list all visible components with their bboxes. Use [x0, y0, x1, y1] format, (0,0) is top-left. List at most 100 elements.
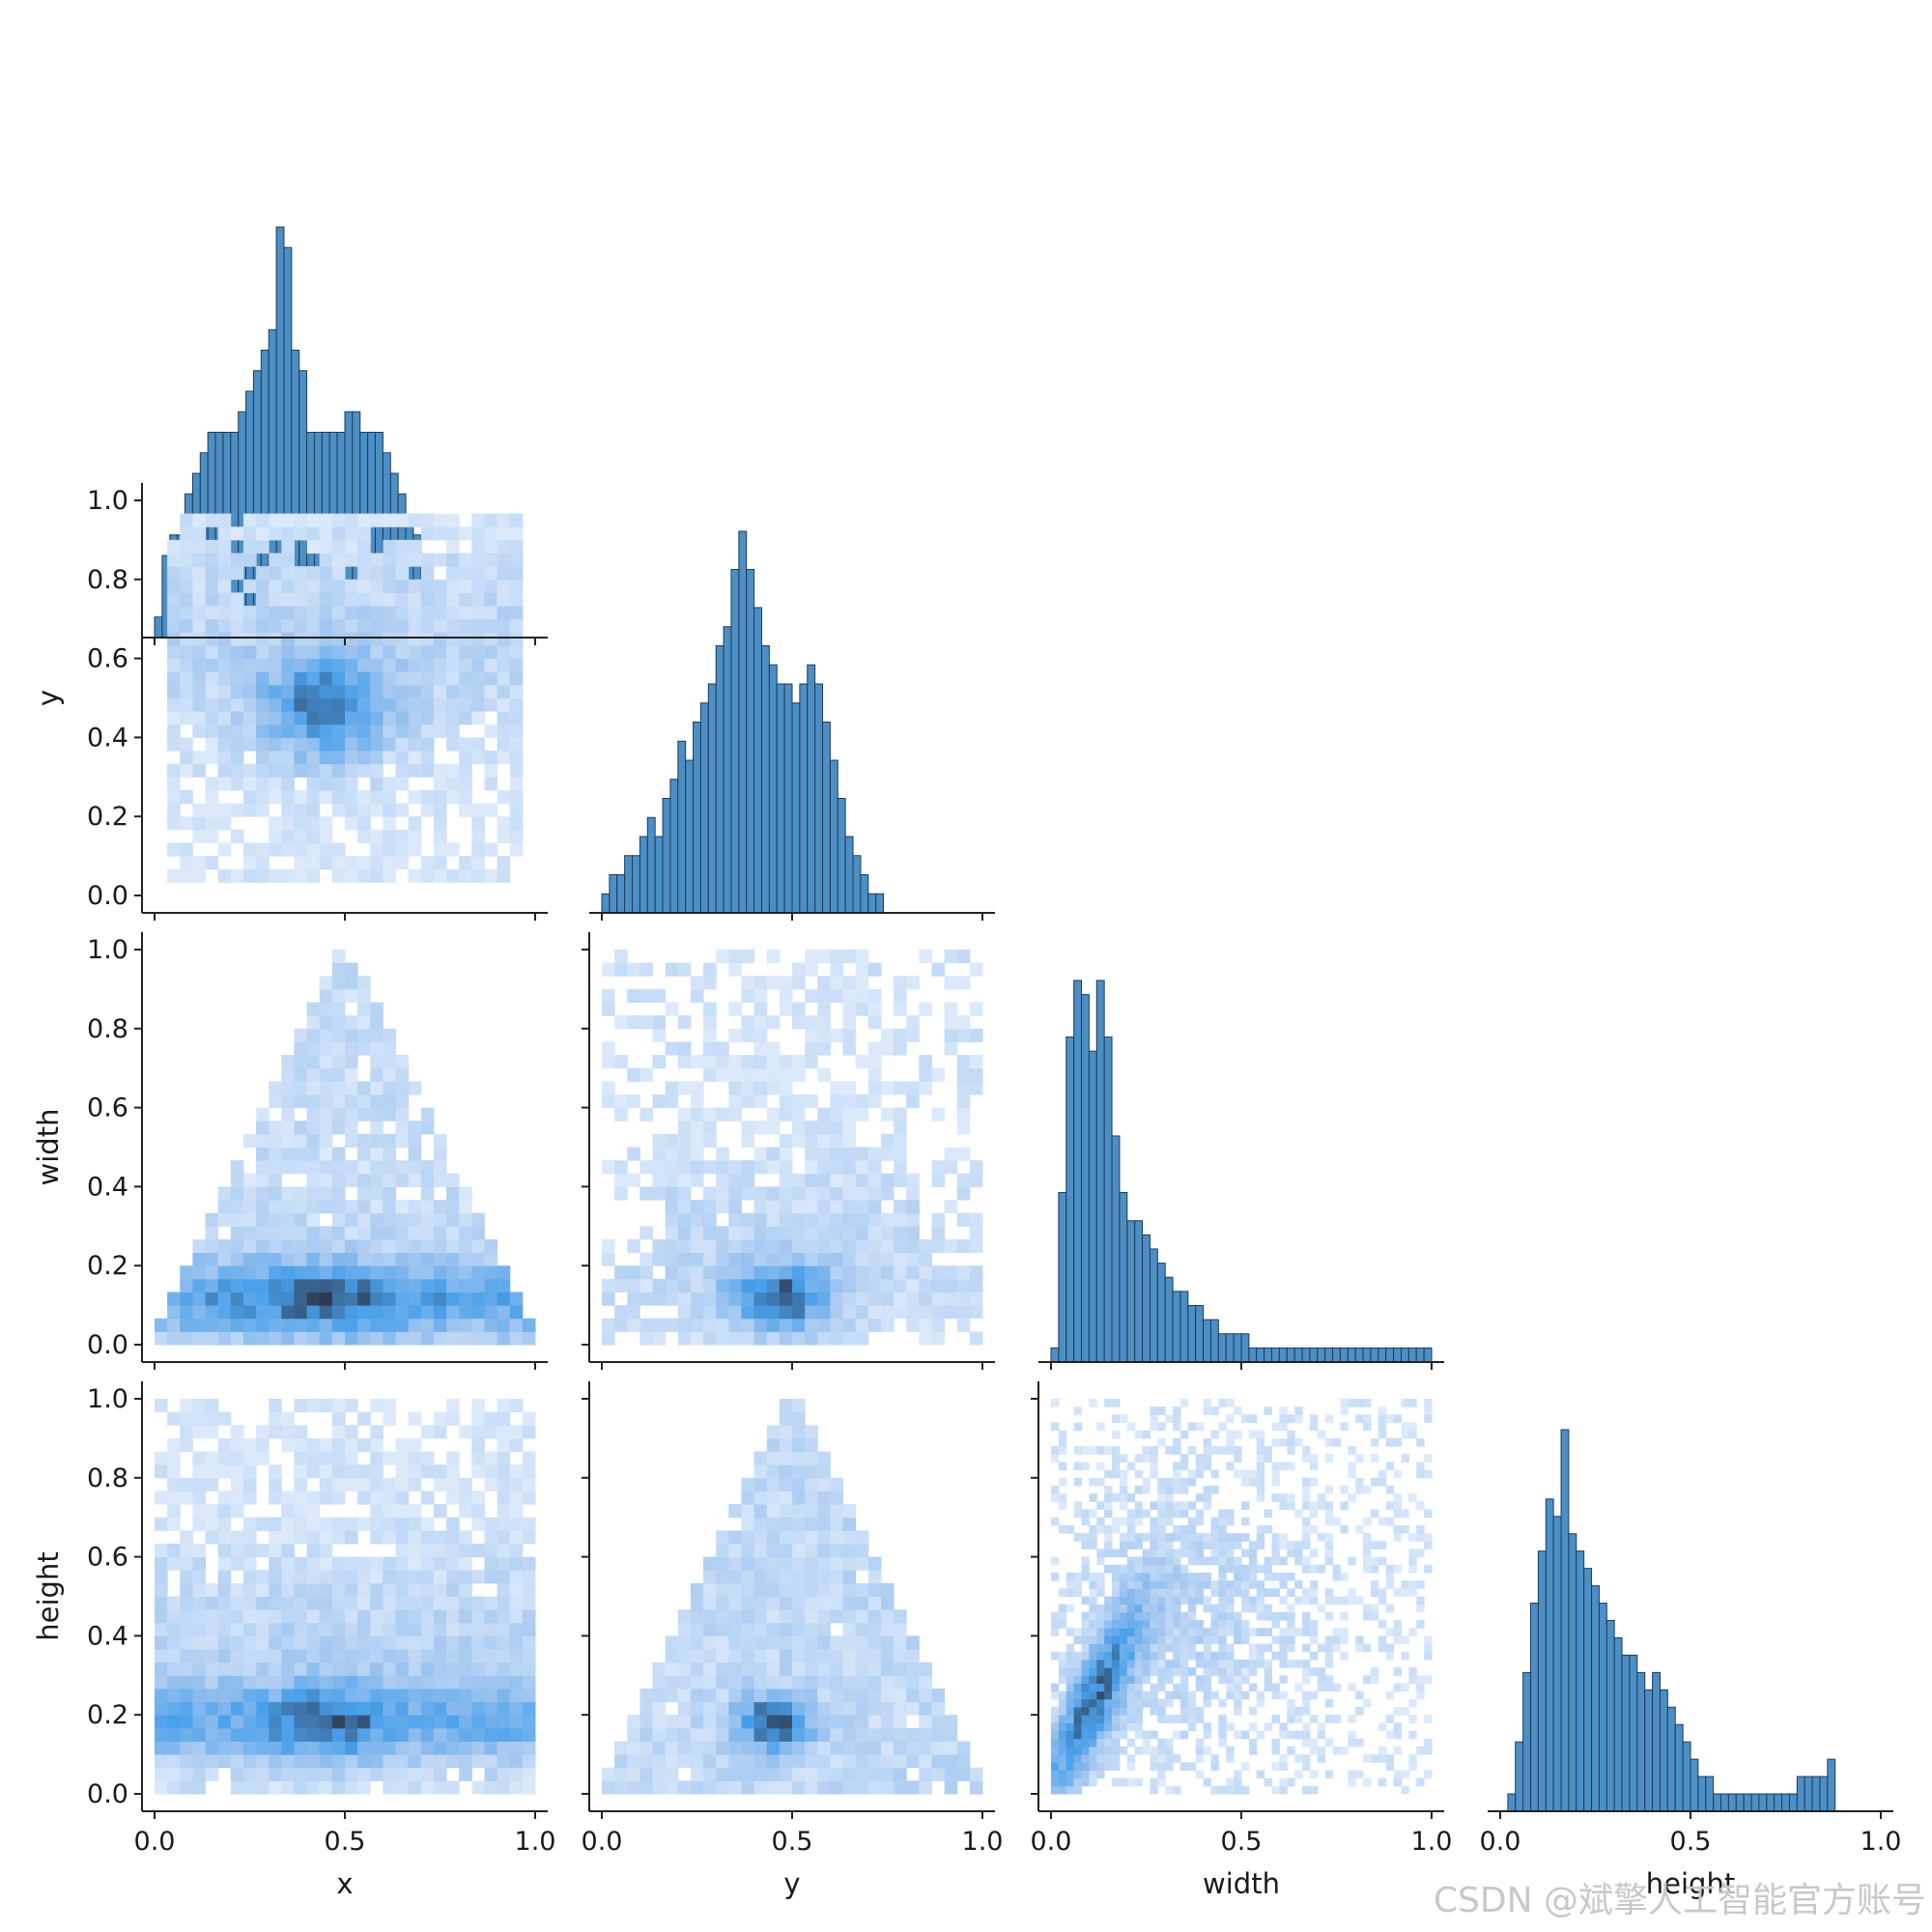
- heat-cell: [331, 1491, 346, 1505]
- heat-cell: [294, 1622, 308, 1636]
- heat-cell: [1264, 1604, 1273, 1613]
- heat-cell: [1340, 1635, 1349, 1645]
- heat-cell: [420, 1331, 435, 1346]
- heat-cell: [1355, 1770, 1364, 1779]
- heat-cell: [395, 1437, 410, 1453]
- heat-cell: [1058, 1698, 1067, 1708]
- heat-cell: [792, 1331, 806, 1346]
- heat-cell: [446, 539, 460, 554]
- heat-cell: [1203, 1777, 1211, 1787]
- heat-cell: [1203, 1462, 1211, 1471]
- heat-cell: [703, 1649, 717, 1663]
- heat-cell: [242, 671, 257, 686]
- heat-cell: [357, 1238, 371, 1254]
- heat-cell: [192, 697, 207, 712]
- heat-cell: [652, 1767, 667, 1781]
- heat-cell: [459, 1425, 472, 1439]
- heat-cell: [433, 1596, 447, 1610]
- heat-cell: [1187, 1690, 1197, 1700]
- heat-cell: [471, 1727, 485, 1742]
- heat-cell: [817, 1252, 831, 1266]
- heat-cell: [1393, 1722, 1402, 1732]
- heat-cell: [855, 1226, 869, 1240]
- heat-cell: [306, 1464, 321, 1479]
- heat-cell: [484, 1278, 498, 1293]
- heat-cell: [497, 592, 511, 607]
- heat-cell: [792, 1212, 806, 1227]
- heat-cell: [370, 763, 384, 778]
- heat-cell: [1241, 1762, 1250, 1771]
- heat-cell: [383, 1780, 397, 1795]
- heat-cell: [969, 1278, 983, 1293]
- heat-cell: [753, 1015, 768, 1030]
- heat-cell: [753, 1252, 768, 1266]
- heat-cell: [1287, 1430, 1295, 1439]
- heat-cell: [167, 1609, 181, 1624]
- y-tick-label: 0.8: [87, 1014, 128, 1044]
- heat-cell: [1324, 1683, 1334, 1692]
- heat-cell: [842, 1041, 857, 1056]
- hist-bar: [609, 874, 618, 914]
- heat-cell: [446, 1186, 460, 1201]
- heat-cell: [1195, 1469, 1205, 1479]
- heat-cell: [1324, 1454, 1334, 1463]
- heat-cell: [1218, 1564, 1227, 1574]
- heat-cell: [345, 1067, 358, 1082]
- heat-cell: [217, 1292, 232, 1306]
- heat-cell: [306, 737, 321, 752]
- heat-cell: [256, 1688, 270, 1703]
- heat-cell: [497, 1292, 511, 1306]
- heat-cell: [1089, 1620, 1097, 1629]
- heat-cell: [345, 1649, 358, 1663]
- heat-cell: [1248, 1746, 1258, 1755]
- heat-cell: [1173, 1477, 1181, 1487]
- heat-cell: [256, 1437, 270, 1453]
- heat-cell: [167, 644, 181, 660]
- heat-cell: [192, 1504, 207, 1519]
- heat-cell: [446, 1399, 460, 1413]
- heat-cell: [484, 1622, 498, 1636]
- heat-cell: [509, 1767, 524, 1781]
- heat-cell: [1226, 1462, 1235, 1471]
- heat-cell: [205, 1252, 219, 1266]
- heat-cell: [408, 1121, 422, 1135]
- hist-bar: [1256, 1347, 1265, 1363]
- heat-cell: [753, 1212, 768, 1227]
- heat-cell: [408, 1200, 422, 1214]
- heat-cell: [205, 1662, 219, 1676]
- heat-cell: [1210, 1524, 1219, 1534]
- heat-cell: [894, 1212, 907, 1227]
- heat-cell: [753, 1121, 768, 1135]
- heat-cell: [205, 1688, 219, 1703]
- heat-cell: [420, 1688, 435, 1703]
- heat-cell: [180, 711, 193, 725]
- heat-cell: [281, 1186, 295, 1201]
- heat-cell: [805, 1160, 818, 1175]
- heat-cell: [1195, 1588, 1205, 1597]
- heat-cell: [1340, 1611, 1349, 1621]
- heat-cell: [395, 1635, 410, 1650]
- heat-cell: [256, 1318, 270, 1332]
- heat-cell: [817, 1278, 831, 1293]
- heat-cell: [1256, 1690, 1265, 1700]
- heat-cell: [1179, 1509, 1189, 1519]
- heat-cell: [855, 1530, 869, 1545]
- heat-cell: [484, 1252, 498, 1266]
- hist-bar: [1347, 1347, 1356, 1363]
- heat-cell: [242, 526, 257, 541]
- heat-cell: [509, 1331, 524, 1346]
- heat-cell: [205, 1727, 219, 1742]
- heat-cell: [1126, 1524, 1136, 1534]
- heat-cell: [1332, 1572, 1341, 1581]
- heat-cell: [357, 1570, 371, 1584]
- heat-cell: [817, 1570, 831, 1584]
- heat-cell: [728, 1212, 742, 1227]
- heat-cell: [395, 618, 410, 633]
- heat-cell: [1179, 1667, 1189, 1676]
- heat-cell: [627, 1265, 640, 1280]
- heat-cell: [281, 1160, 295, 1175]
- y-tick-label: 0.4: [87, 1172, 128, 1202]
- heat-cell: [1234, 1588, 1242, 1597]
- heat-cell: [509, 1701, 524, 1716]
- heat-cell: [602, 1318, 615, 1332]
